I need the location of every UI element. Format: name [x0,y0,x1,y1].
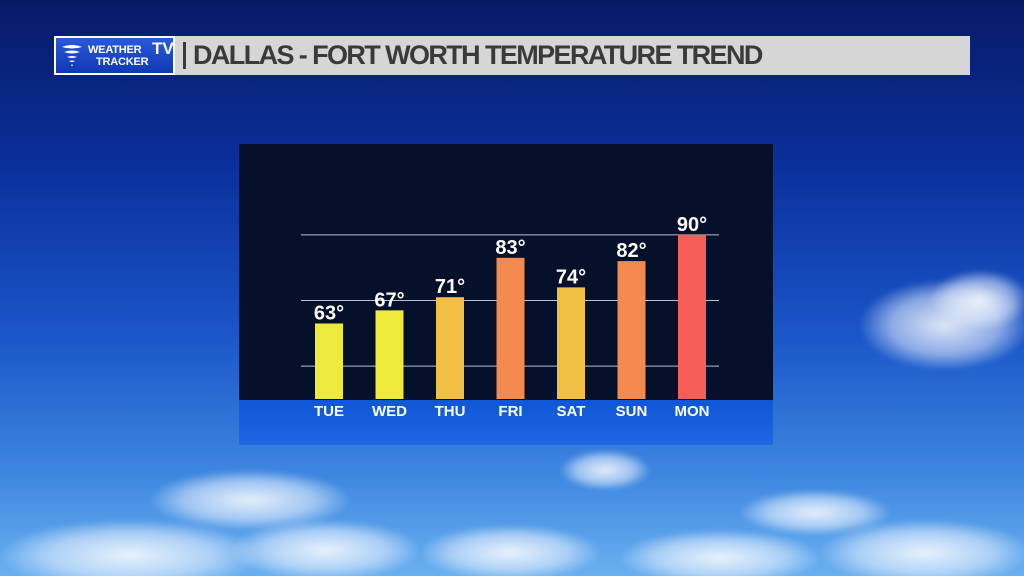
title-divider [183,42,186,69]
value-label-sun: 82° [616,240,646,262]
bar-sat [557,287,585,399]
value-label-thu: 71° [435,276,465,298]
value-labels: 63° 67° 71° 83° 74° 82° 90° [314,214,707,325]
category-labels: TUE WED THU FRI SAT SUN MON [314,403,710,420]
bars [315,234,706,399]
category-label-mon: MON [675,403,710,420]
cloud [420,525,600,576]
cloud [820,520,1024,576]
bar-thu [436,297,464,399]
bar-tue [315,323,343,399]
category-label-sat: SAT [557,403,586,420]
category-label-wed: WED [372,403,407,420]
category-label-tue: TUE [314,403,344,420]
value-label-tue: 63° [314,302,344,324]
bar-wed [375,310,404,399]
category-label-thu: THU [435,403,466,420]
cloud [0,520,260,576]
cloud [930,270,1024,330]
cloud [560,450,650,490]
temperature-bar-chart: 63° 67° 71° 83° 74° 82° 90° TUE WED THU FRI SAT SUN… [301,214,719,420]
station-logo: WEATHER TRACKER TV [54,36,175,75]
cloud [230,520,420,576]
bar-mon [678,234,706,399]
title-bar: WEATHER TRACKER TV DALLAS - FORT WORTH T… [54,36,970,75]
chart-panel: 63° 67° 71° 83° 74° 82° 90° TUE WED THU FRI SAT SUN… [239,144,773,445]
tornado-icon [62,45,82,66]
category-label-fri: FRI [498,403,522,420]
logo-text-tracker: TRACKER [96,56,149,68]
bar-sun [617,261,646,399]
chart-base-strip [239,400,773,445]
value-label-fri: 83° [495,237,525,259]
value-label-sat: 74° [556,266,586,288]
cloud [620,530,820,576]
logo-text-tv: TV [152,39,174,58]
bar-fri [496,257,525,399]
value-label-mon: 90° [677,214,707,236]
category-label-sun: SUN [616,403,648,420]
graphic-title: DALLAS - FORT WORTH TEMPERATURE TREND [193,40,763,70]
logo-text-weather: WEATHER [88,44,142,56]
value-label-wed: 67° [374,289,404,311]
